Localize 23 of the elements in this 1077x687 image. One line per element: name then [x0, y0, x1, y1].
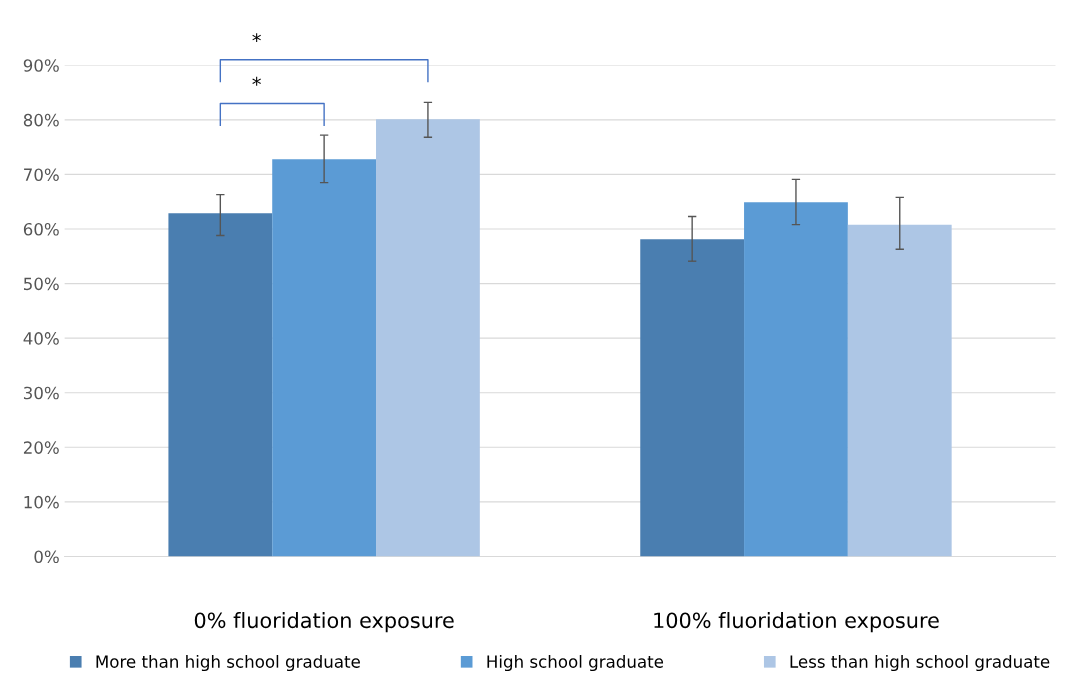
y-tick-label: 30% — [23, 386, 59, 400]
legend-label: More than high school graduate — [96, 654, 360, 672]
y-tick-label: 20% — [23, 441, 59, 454]
y-tick-label: 80% — [23, 113, 59, 127]
y-tick-label: 0% — [34, 550, 59, 564]
text: * — [252, 33, 261, 43]
y-tick-label: 70% — [24, 168, 59, 181]
bar — [744, 202, 848, 557]
bar — [847, 224, 952, 557]
bar — [272, 159, 377, 557]
y-tick-label: 90% — [23, 59, 59, 72]
bar — [168, 213, 273, 557]
annotation: * — [252, 76, 261, 86]
legend-label: High school graduate — [487, 654, 664, 672]
legend-label: Less than high school graduate — [790, 654, 1050, 672]
bar — [376, 119, 480, 557]
y-tick-label: 60% — [23, 222, 59, 236]
x-tick-label: 0% fluoridation exposure — [194, 612, 454, 633]
bar — [640, 239, 745, 557]
y-tick-label: 10% — [24, 495, 59, 509]
y-tick-label: 50% — [24, 277, 59, 291]
x-tick-label: 100% fluoridation exposure — [654, 612, 939, 633]
y-tick-label: 40% — [23, 332, 59, 345]
